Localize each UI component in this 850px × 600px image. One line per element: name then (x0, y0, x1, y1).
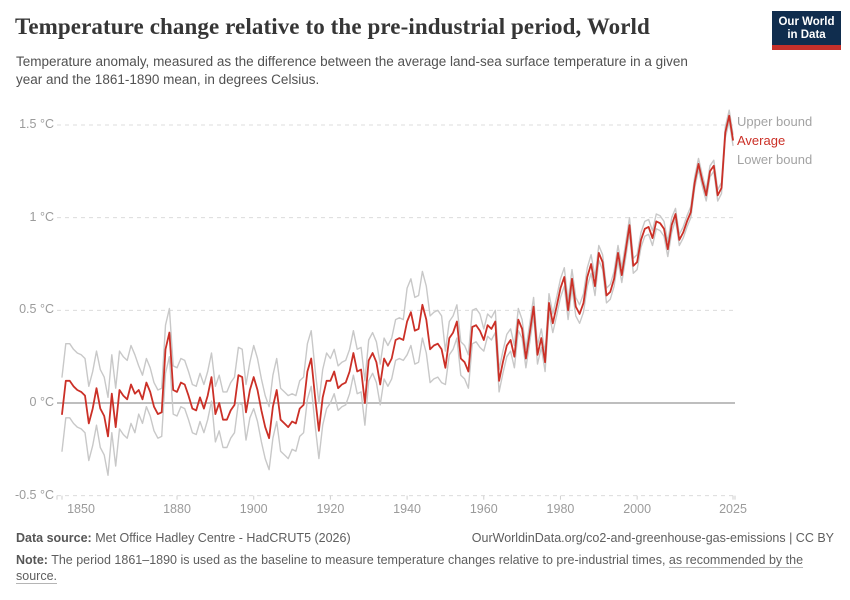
footer-note-body: The period 1861–1890 is used as the base… (47, 553, 669, 567)
owid-logo-line2: in Data (787, 29, 826, 41)
x-tick-label: 1920 (316, 502, 345, 516)
y-tick-label: 1 °C (29, 209, 54, 224)
footer-datasource: Data source: Met Office Hadley Centre - … (16, 531, 351, 545)
y-tick-label: 1.5 °C (19, 117, 54, 131)
footer-note-link[interactable]: as recommended by the (668, 553, 804, 567)
chart-subtitle-line1: Temperature anomaly, measured as the dif… (16, 54, 688, 69)
x-tick-label: 1900 (239, 502, 268, 516)
footer-note-line2: source. (16, 569, 57, 583)
legend-upper-bound: Upper bound (737, 114, 813, 129)
footer-datasource-text: Met Office Hadley Centre - HadCRUT5 (202… (91, 531, 351, 545)
x-tick-label: 1850 (67, 502, 95, 516)
y-tick-label: 0.5 °C (19, 302, 54, 317)
footer-note-line1: Note: The period 1861–1890 is used as th… (16, 553, 803, 567)
owid-logo-line1: Our World (778, 16, 835, 28)
x-tick-label: 1980 (546, 502, 575, 516)
y-tick-label: -0.5 °C (14, 487, 54, 502)
owid-logo: Our World in Data (772, 11, 841, 50)
y-tick-label: 0 °C (29, 395, 54, 409)
x-tick-label: 1880 (163, 502, 191, 516)
x-tick-label: 2000 (623, 502, 652, 516)
series-line-upper-bound (61, 109, 734, 408)
series-line-lower-bound (61, 120, 734, 476)
page-title: Temperature change relative to the pre-i… (15, 14, 650, 39)
chart-subtitle-line2: year and the 1861-1890 mean, in degrees … (16, 71, 320, 87)
footer-note-label: Note: (16, 553, 48, 567)
footer-datasource-label: Data source: (16, 531, 92, 545)
x-tick-label: 1940 (393, 502, 421, 516)
x-tick-label: 2025 (719, 502, 747, 516)
legend-average: Average (737, 133, 786, 148)
footer-attribution: OurWorldinData.org/co2-and-greenhouse-ga… (471, 531, 834, 545)
footer-note-link-source[interactable]: source. (16, 569, 57, 583)
x-tick-label: 1960 (469, 502, 498, 516)
chart-subtitle: Temperature anomaly, measured as the dif… (16, 53, 688, 88)
series-line-average (61, 114, 734, 440)
legend-lower-bound: Lower bound (737, 152, 813, 167)
